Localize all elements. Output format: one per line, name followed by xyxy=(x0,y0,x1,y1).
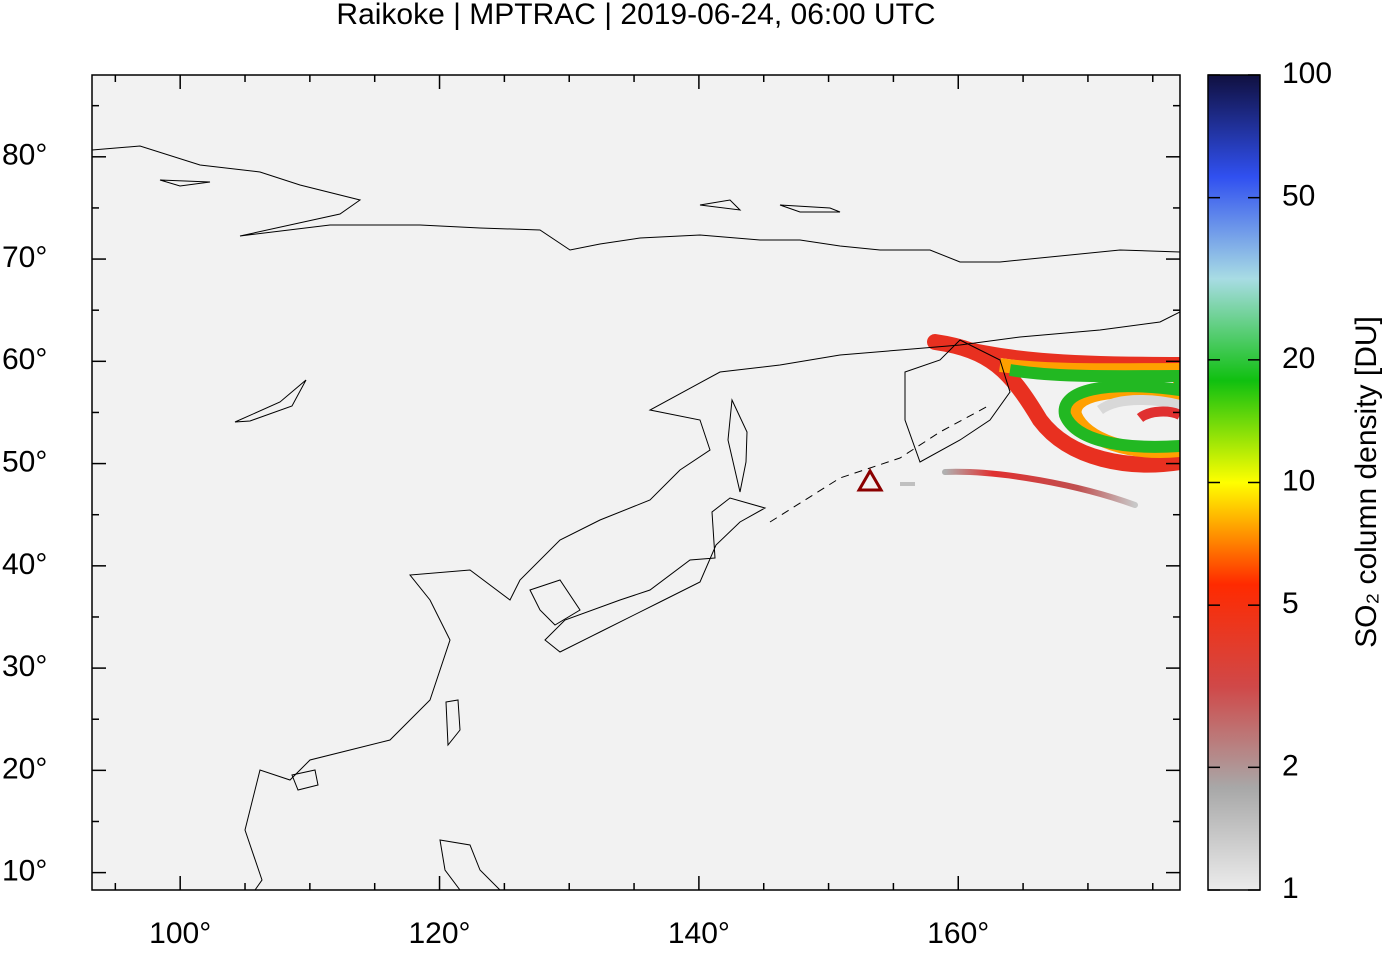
x-tick-label: 100° xyxy=(149,917,211,950)
coastlines xyxy=(92,145,1180,890)
y-tick-label: 80° xyxy=(2,139,47,172)
colorbar-label: SO₂ column density [DU] xyxy=(1350,316,1383,648)
plot-frame xyxy=(91,74,1181,891)
x-tick-label: 120° xyxy=(409,917,471,950)
y-tick-label: 40° xyxy=(2,548,47,581)
y-tick-label: 70° xyxy=(2,241,47,274)
y-tick-label: 10° xyxy=(2,855,47,888)
chart-title: Raikoke | MPTRAC | 2019-06-24, 06:00 UTC xyxy=(336,0,935,31)
colorbar-tick-label: 50 xyxy=(1282,180,1315,213)
colorbar-tick-label: 1 xyxy=(1282,872,1299,905)
map-background xyxy=(92,75,1180,890)
colorbar-tick-label: 5 xyxy=(1282,587,1299,620)
x-tick-label: 160° xyxy=(927,917,989,950)
y-tick-label: 30° xyxy=(2,650,47,683)
x-tick-label: 140° xyxy=(668,917,730,950)
colorbar-tick-label: 10 xyxy=(1282,464,1315,497)
y-tick-label: 60° xyxy=(2,343,47,376)
plume xyxy=(900,334,1180,508)
colorbar-tick-label: 100 xyxy=(1282,57,1332,90)
volcano-marker xyxy=(856,467,884,492)
y-tick-label: 50° xyxy=(2,446,47,479)
colorbar-tick-label: 2 xyxy=(1282,749,1299,782)
y-tick-label: 20° xyxy=(2,752,47,785)
colorbar-tick-label: 20 xyxy=(1282,342,1315,375)
